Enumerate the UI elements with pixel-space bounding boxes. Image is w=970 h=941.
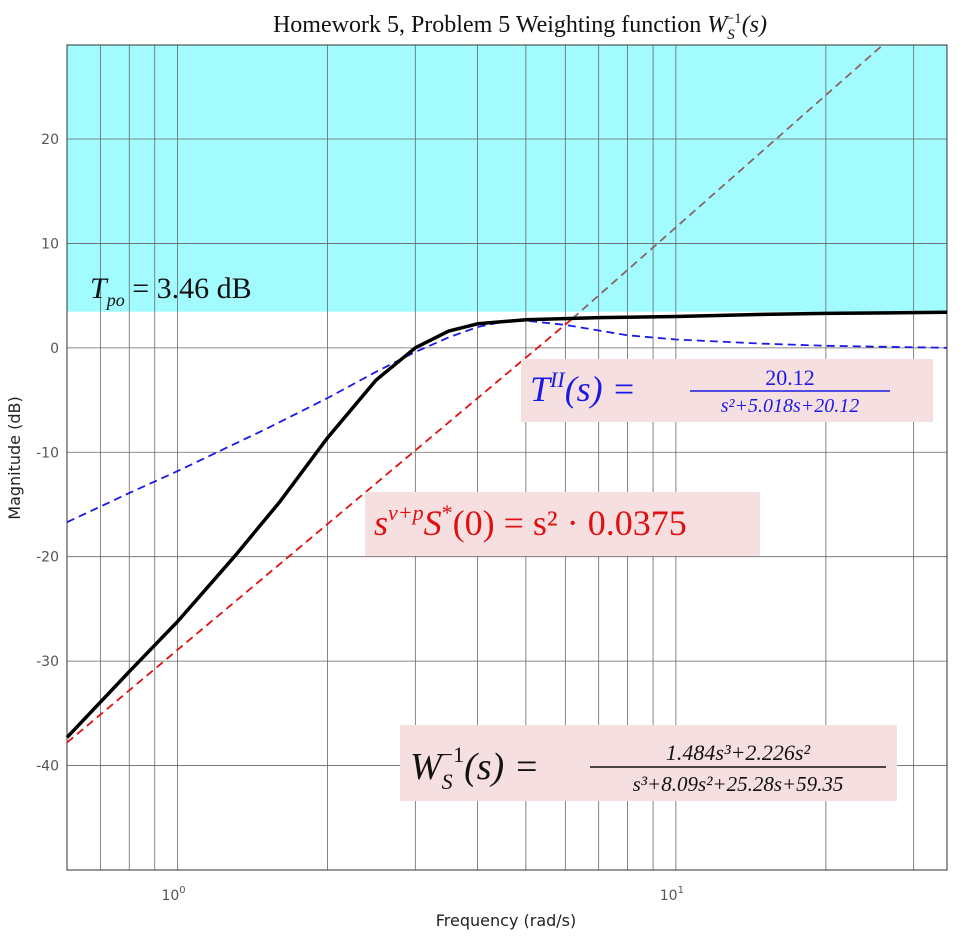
chart-title: Homework 5, Problem 5 Weighting function… bbox=[273, 11, 767, 43]
tpo-annotation: Tpo = 3.46 dB bbox=[90, 272, 252, 310]
y-tick-label: -30 bbox=[36, 654, 59, 670]
svg-text:s²+5.018s+20.12: s²+5.018s+20.12 bbox=[721, 395, 860, 417]
x-tick-labels: 100 101 bbox=[161, 885, 684, 904]
y-tick-labels: 20 10 0 -10 -20 -30 -40 bbox=[36, 132, 59, 775]
svg-text:TII(s) =: TII(s) = bbox=[530, 367, 636, 409]
snu-annotation: sν+pS*(0) = s² · 0.0375 bbox=[365, 492, 760, 556]
series-line-t_ii bbox=[66, 319, 948, 524]
y-tick-label: 10 bbox=[41, 236, 59, 252]
series-line-s2_asym_ext bbox=[571, 44, 884, 320]
svg-text:20.12: 20.12 bbox=[765, 365, 815, 390]
shaded-region bbox=[67, 45, 947, 312]
series-line-ws_inv bbox=[65, 310, 948, 739]
y-tick-label: 0 bbox=[50, 341, 59, 357]
series-line-s2_asym bbox=[66, 317, 573, 744]
ws-annotation: WS−1(s) = 1.484s³+2.226s² s³+8.09s²+25.2… bbox=[400, 725, 897, 801]
svg-text:1.484s³+2.226s²: 1.484s³+2.226s² bbox=[666, 740, 811, 765]
x-tick-label: 101 bbox=[660, 885, 684, 904]
tii-annotation: TII(s) = 20.12 s²+5.018s+20.12 bbox=[521, 359, 933, 422]
svg-text:sν+pS*(0) = s² · 0.0375: sν+pS*(0) = s² · 0.0375 bbox=[374, 500, 687, 543]
series-group bbox=[65, 44, 948, 744]
y-tick-label: 20 bbox=[41, 132, 59, 148]
y-tick-label: -10 bbox=[36, 445, 59, 461]
plot-frame bbox=[66, 44, 948, 871]
y-axis-label: Magnitude (dB) bbox=[5, 396, 24, 519]
x-axis-label: Frequency (rad/s) bbox=[436, 911, 577, 930]
x-tick-label: 100 bbox=[161, 885, 185, 904]
svg-text:s³+8.09s²+25.28s+59.35: s³+8.09s²+25.28s+59.35 bbox=[633, 772, 844, 796]
svg-text:WS−1(s) =: WS−1(s) = bbox=[410, 742, 539, 794]
y-tick-label: -20 bbox=[36, 550, 59, 566]
y-tick-label: -40 bbox=[36, 759, 59, 775]
